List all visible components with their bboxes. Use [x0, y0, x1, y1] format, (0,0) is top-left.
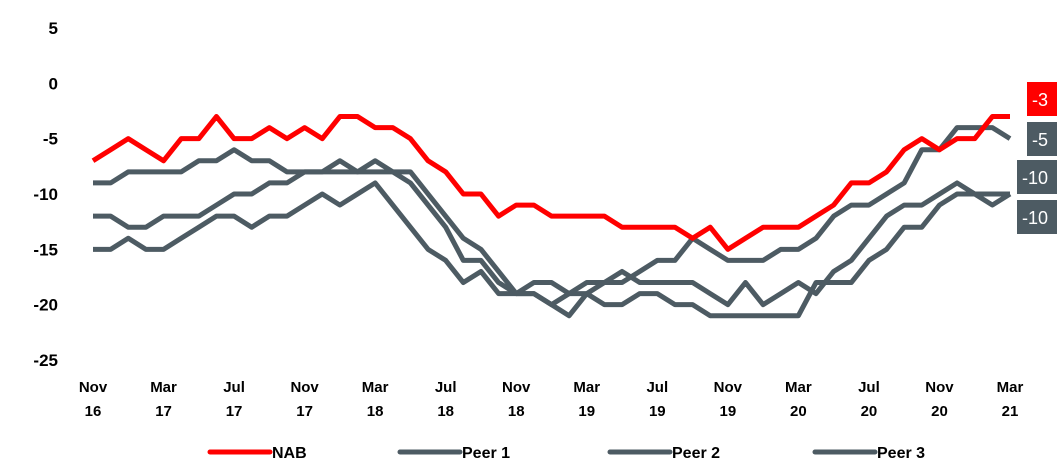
end-label: -5: [1032, 130, 1048, 150]
legend-label: Peer 3: [877, 445, 925, 460]
series-line: [93, 180, 1010, 319]
end-label: -3: [1032, 90, 1048, 110]
x-tick-label: Mar 17: [150, 379, 177, 420]
x-tick-label: Mar 19: [573, 379, 600, 420]
y-tick-label: 5: [49, 19, 58, 38]
y-tick-label: 0: [49, 74, 58, 93]
x-tick-label: Jul 18: [435, 379, 457, 420]
end-label: -10: [1022, 208, 1048, 228]
x-tick-label: Mar 20: [785, 379, 812, 420]
y-tick-label: -10: [33, 185, 58, 204]
end-label-box: [1027, 122, 1057, 156]
x-tick-label: Nov 17: [290, 379, 319, 420]
x-tick-label: Nov 16: [79, 379, 108, 420]
y-tick-label: -5: [43, 130, 58, 149]
x-tick-label: Mar 21: [997, 379, 1024, 420]
x-tick-label: Nov 20: [925, 379, 954, 420]
legend-label: Peer 2: [672, 445, 720, 460]
y-tick-label: -25: [33, 351, 58, 370]
x-tick-label: Mar 18: [362, 379, 389, 420]
y-tick-label: -15: [33, 240, 58, 259]
x-tick-label: Jul 20: [858, 379, 880, 420]
x-tick-label: Jul 17: [223, 379, 245, 420]
series-line: [93, 125, 1012, 319]
series-line: [91, 114, 1010, 252]
end-label: -10: [1022, 168, 1048, 188]
legend-label: NAB: [272, 445, 307, 460]
end-label-box: [1027, 82, 1057, 116]
x-tick-label: Jul 19: [646, 379, 668, 420]
y-tick-label: -20: [33, 296, 58, 315]
x-tick-label: Nov 19: [714, 379, 743, 420]
x-tick-label: Nov 18: [502, 379, 531, 420]
end-label-box: [1017, 200, 1057, 234]
end-label-box: [1017, 160, 1057, 194]
legend-label: Peer 1: [462, 445, 510, 460]
